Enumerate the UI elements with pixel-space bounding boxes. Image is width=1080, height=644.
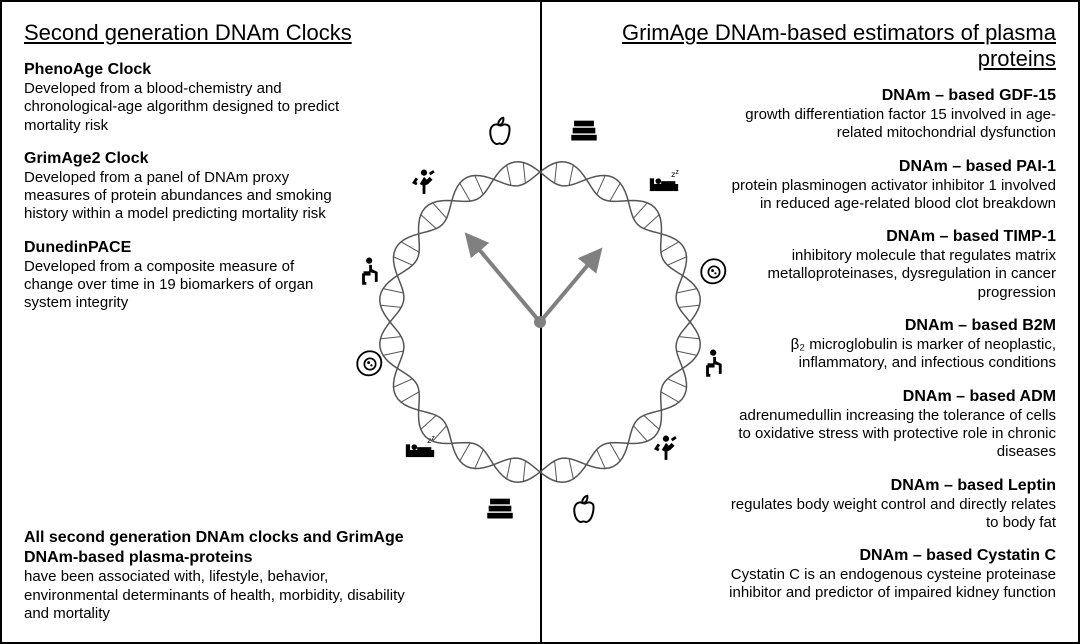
item-title: DNAm – based Cystatin C — [726, 546, 1056, 566]
clock-item: DunedinPACE Developed from a composite m… — [24, 238, 344, 313]
item-desc: Developed from a panel of DNAm proxy mea… — [24, 169, 344, 224]
item-desc: growth differentiation factor 15 involve… — [726, 106, 1056, 143]
protein-item: DNAm – based PAI-1 protein plasminogen a… — [726, 157, 1056, 214]
cell-icon — [697, 255, 731, 289]
item-title: DNAm – based PAI-1 — [726, 157, 1056, 177]
exercise-icon — [407, 167, 441, 201]
protein-item: DNAm – based GDF-15 growth differentiati… — [726, 86, 1056, 143]
right-heading: GrimAge DNAm-based estimators of plasma … — [562, 20, 1056, 72]
left-heading: Second generation DNAm Clocks — [24, 20, 518, 46]
item-title: GrimAge2 Clock — [24, 149, 344, 169]
item-title: DNAm – based TIMP-1 — [726, 227, 1056, 247]
summary-desc: have been associated with, lifestyle, be… — [24, 568, 424, 624]
left-panel: Second generation DNAm Clocks PhenoAge C… — [2, 2, 540, 642]
figure-container: Second generation DNAm Clocks PhenoAge C… — [0, 0, 1080, 644]
clock-item: GrimAge2 Clock Developed from a panel of… — [24, 149, 344, 224]
protein-item: DNAm – based Cystatin C Cystatin C is an… — [726, 546, 1056, 603]
sitting-icon — [355, 255, 389, 289]
sleep-icon — [647, 167, 681, 201]
item-desc: Cystatin C is an endogenous cysteine pro… — [726, 566, 1056, 603]
books-icon — [483, 493, 517, 527]
exercise-icon — [649, 433, 683, 467]
item-desc: regulates body weight control and direct… — [726, 496, 1056, 533]
item-desc: protein plasminogen activator inhibitor … — [726, 177, 1056, 214]
right-panel: GrimAge DNAm-based estimators of plasma … — [540, 2, 1078, 642]
item-title: DunedinPACE — [24, 238, 344, 258]
protein-item: DNAm – based ADM adrenumedullin increasi… — [726, 387, 1056, 462]
item-title: DNAm – based Leptin — [726, 476, 1056, 496]
protein-item: DNAm – based B2M β₂ microglobulin is mar… — [726, 316, 1056, 373]
cell-icon — [353, 347, 387, 381]
sleep-icon — [403, 433, 437, 467]
summary-block: All second generation DNAm clocks and Gr… — [24, 528, 424, 624]
item-title: DNAm – based GDF-15 — [726, 86, 1056, 106]
item-title: PhenoAge Clock — [24, 60, 344, 80]
item-desc: inhibitory molecule that regulates matri… — [726, 247, 1056, 302]
item-desc: adrenumedullin increasing the tolerance … — [726, 407, 1056, 462]
books-icon — [567, 115, 601, 149]
item-title: DNAm – based B2M — [726, 316, 1056, 336]
apple-icon — [569, 493, 603, 527]
protein-item: DNAm – based TIMP-1 inhibitory molecule … — [726, 227, 1056, 302]
clock-item: PhenoAge Clock Developed from a blood-ch… — [24, 60, 344, 135]
item-desc: Developed from a composite measure of ch… — [24, 258, 344, 313]
apple-icon — [485, 115, 519, 149]
item-desc: Developed from a blood-chemistry and chr… — [24, 80, 344, 135]
vertical-divider — [540, 2, 542, 642]
protein-item: DNAm – based Leptin regulates body weigh… — [726, 476, 1056, 533]
item-desc: β₂ microglobulin is marker of neoplastic… — [726, 336, 1056, 373]
sitting-icon — [699, 347, 733, 381]
item-title: DNAm – based ADM — [726, 387, 1056, 407]
summary-title: All second generation DNAm clocks and Gr… — [24, 528, 424, 568]
